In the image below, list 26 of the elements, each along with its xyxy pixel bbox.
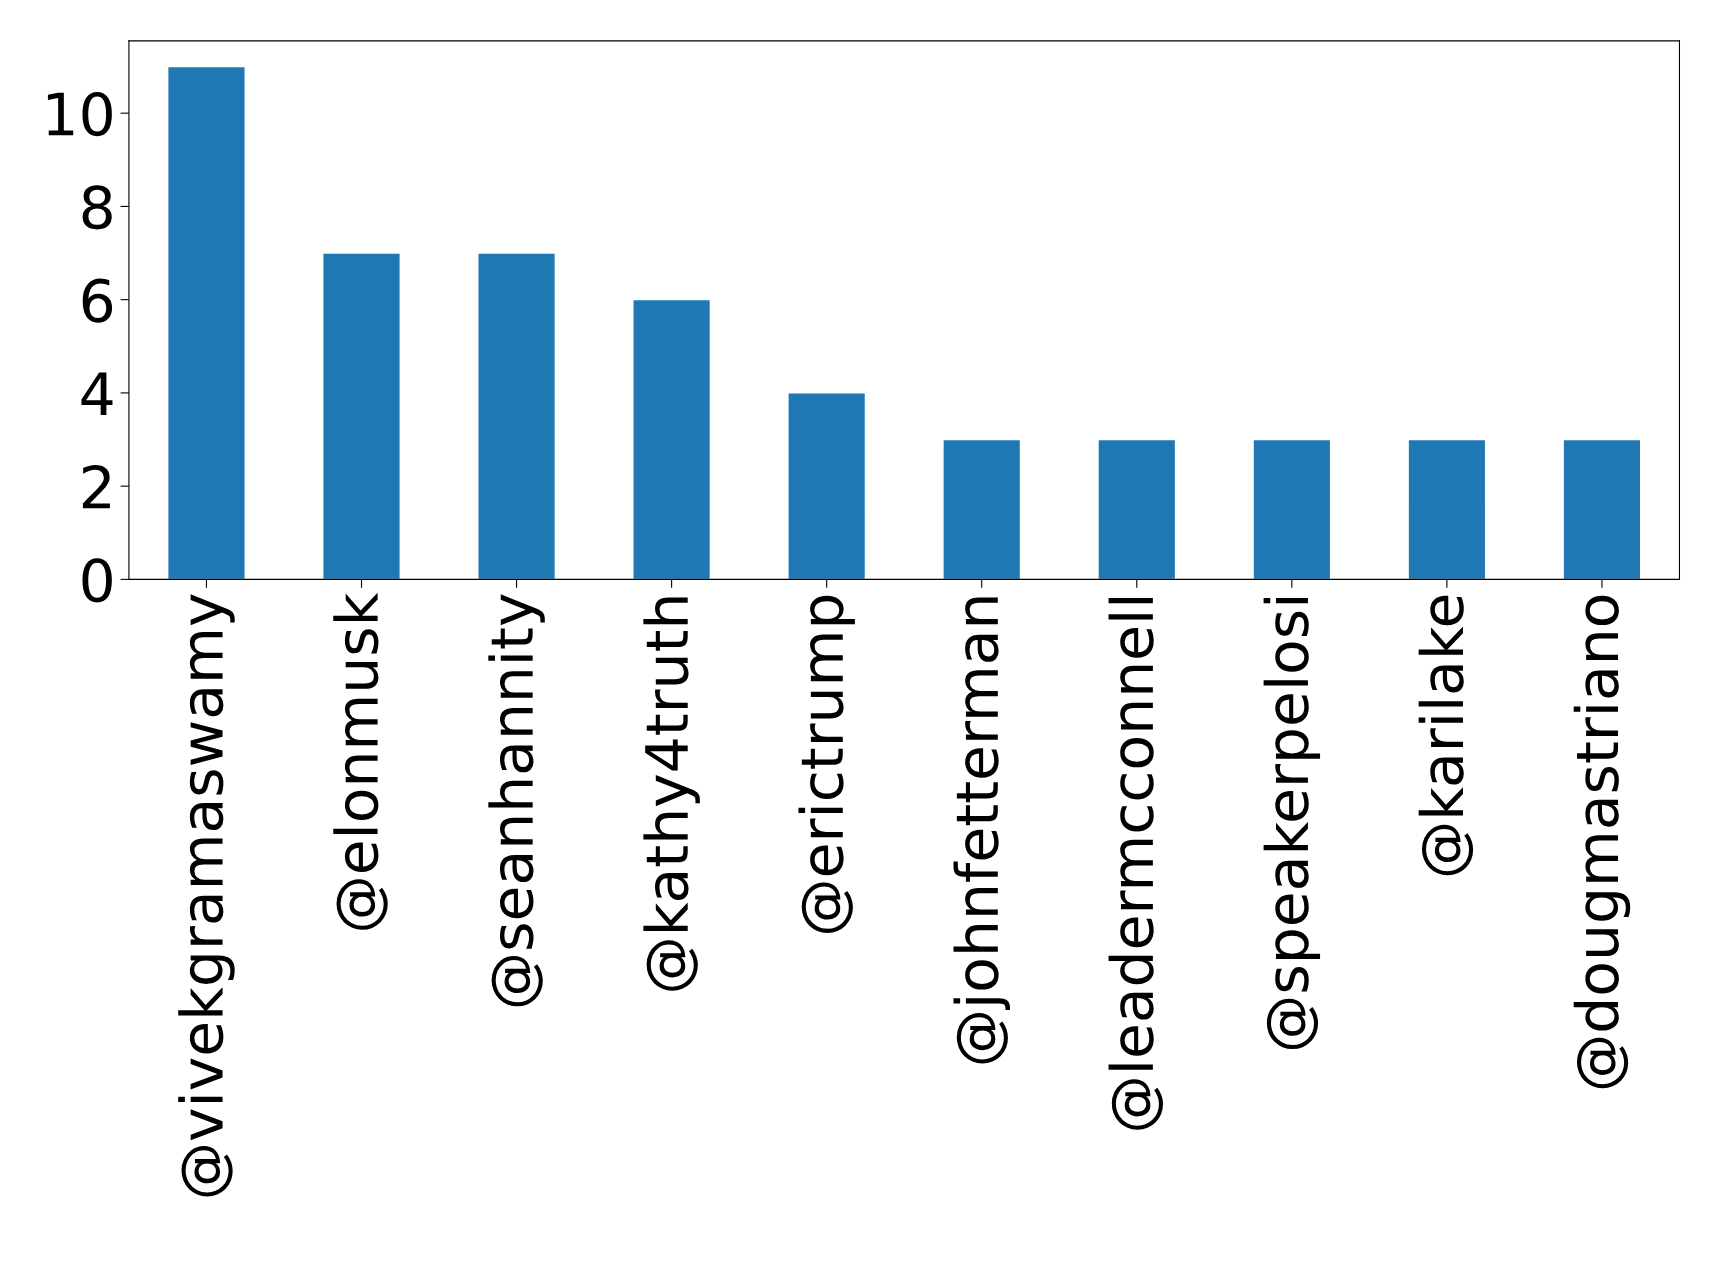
x-tick-label: @johnfetterman: [953, 597, 1010, 1064]
bar: [1562, 438, 1642, 580]
y-tick-label: 0: [82, 558, 112, 603]
x-tick-label: @karilake: [1418, 595, 1474, 876]
x-tick-label: @kathy4truth: [643, 597, 700, 991]
y-tick-label: 2: [82, 465, 110, 509]
x-tick-label: @elonmusk: [333, 592, 388, 930]
x-tick-label: @seanhannity: [488, 594, 545, 1007]
x-tick-label: @leadermcconnell: [1108, 598, 1164, 1130]
x-tick-label: @dougmastriano: [1573, 595, 1631, 1089]
bar: [1407, 438, 1487, 580]
bar: [632, 298, 712, 580]
y-tick-label: 10: [47, 92, 112, 137]
bar: [477, 252, 557, 580]
y-tick-label: 6: [82, 278, 113, 323]
x-tick-label: @erictrump: [798, 595, 855, 933]
y-tick-label: 4: [81, 372, 113, 416]
bar: [166, 65, 246, 580]
bar: [322, 252, 401, 580]
x-tick-label: @vivekgramaswamy: [178, 594, 235, 1197]
bar: [787, 392, 867, 580]
bar: [942, 438, 1022, 580]
bar: [1252, 438, 1332, 580]
bar: [1097, 438, 1177, 580]
x-tick-label: @speakerpelosi: [1263, 598, 1321, 1050]
y-tick-label: 8: [82, 185, 112, 230]
